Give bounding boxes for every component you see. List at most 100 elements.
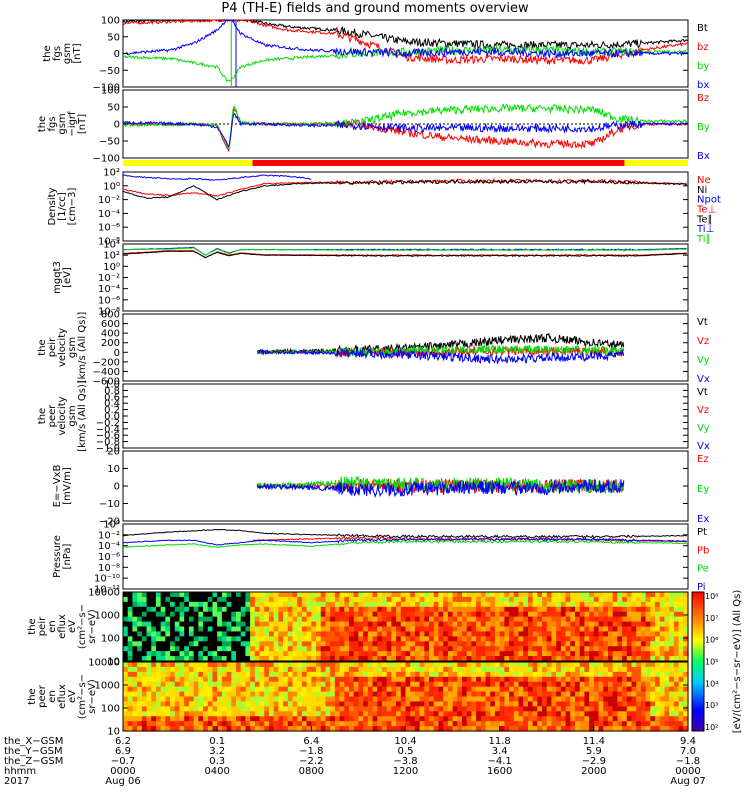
spectrogram-cell <box>405 596 411 603</box>
spectrogram-cell <box>509 686 515 693</box>
spectrogram-cell <box>363 631 369 637</box>
spectrogram-cell <box>381 711 388 717</box>
spectrogram-cell <box>212 651 218 657</box>
spectrogram-cell <box>221 726 228 732</box>
spectrogram-cell <box>320 701 327 707</box>
spectrogram-cell <box>221 706 228 712</box>
spectrogram-cell <box>236 651 242 657</box>
spectrogram-cell <box>353 601 360 608</box>
spectrogram-cell <box>179 701 185 707</box>
spectrogram-cell <box>636 666 642 673</box>
spectrogram-cell <box>268 666 275 673</box>
spectrogram-cell <box>650 626 656 633</box>
spectrogram-cell <box>391 611 397 618</box>
y-axis-label: [mV/m] <box>62 467 73 505</box>
spectrogram-cell <box>556 666 562 673</box>
spectrogram-cell <box>499 666 505 673</box>
spectrogram-cell <box>650 621 656 628</box>
spectrogram-cell <box>198 706 204 712</box>
spectrogram-cell <box>386 636 392 642</box>
spectrogram-cell <box>438 596 444 603</box>
spectrogram-cell <box>433 676 440 683</box>
spectrogram-cell <box>433 681 440 688</box>
spectrogram-cell <box>565 611 571 618</box>
spectrogram-cell <box>207 721 214 727</box>
spectrogram-cell <box>221 636 228 642</box>
spectrogram-cell <box>669 706 675 712</box>
spectrogram-cell <box>311 646 317 652</box>
spectrogram-cell <box>386 606 392 613</box>
spectrogram-cell <box>462 711 468 717</box>
spectrogram-cell <box>123 706 129 712</box>
spectrogram-cell <box>344 656 350 662</box>
spectrogram-cell <box>414 596 421 603</box>
spectrogram-cell <box>170 671 176 678</box>
spectrogram-cell <box>513 662 520 668</box>
colorbar <box>691 591 705 732</box>
spectrogram-cell <box>471 592 477 598</box>
spectrogram-cell <box>631 621 637 628</box>
spectrogram-cell <box>631 631 637 637</box>
spectrogram-cell <box>301 662 308 668</box>
spectrogram-cell <box>490 721 496 727</box>
spectrogram-cell <box>320 681 327 688</box>
spectrogram-cell <box>542 721 548 727</box>
spectrogram-cell <box>339 671 345 678</box>
spectrogram-cell <box>264 592 270 598</box>
spectrogram-cell <box>589 606 595 613</box>
spectrogram-cell <box>155 592 162 598</box>
spectrogram-cell <box>556 606 562 613</box>
spectrogram-cell <box>264 596 270 603</box>
spectrogram-cell <box>339 681 345 688</box>
spectrogram-cell <box>551 611 557 618</box>
spectrogram-cell <box>221 621 228 628</box>
spectrogram-cell <box>593 662 600 668</box>
spectrogram-cell <box>311 691 317 698</box>
spectrogram-cell <box>259 651 265 657</box>
spectrogram-cell <box>240 711 247 717</box>
spectrogram-cell <box>236 666 242 673</box>
spectrogram-cell <box>593 631 600 637</box>
y-tick-label: 10000 <box>88 658 120 669</box>
spectrogram-cell <box>259 592 265 598</box>
spectrogram-cell <box>523 621 529 628</box>
spectrogram-cell <box>273 621 279 628</box>
spectrogram-cell <box>551 656 557 662</box>
spectrogram-cell <box>325 696 331 703</box>
spectrogram-cell <box>386 726 392 732</box>
spectrogram-cell <box>320 596 327 603</box>
spectrogram-cell <box>254 671 261 678</box>
spectrogram-cell <box>480 706 487 712</box>
spectrogram-cell <box>231 662 237 668</box>
spectrogram-cell <box>669 671 675 678</box>
spectrogram-cell <box>471 701 477 707</box>
spectrogram-cell <box>513 641 520 647</box>
spectrogram-cell <box>438 676 444 683</box>
spectrogram-cell <box>207 681 214 688</box>
spectrogram-cell <box>363 711 369 717</box>
spectrogram-cell <box>584 606 590 613</box>
spectrogram-cell <box>358 701 364 707</box>
spectrogram-cell <box>607 706 614 712</box>
spectrogram-cell <box>424 621 430 628</box>
spectrogram-cell <box>287 631 294 637</box>
spectrogram-cell <box>607 662 614 668</box>
spectrogram-cell <box>494 646 501 652</box>
spectrogram-cell <box>410 596 416 603</box>
spectrogram-cell <box>396 646 402 652</box>
spectrogram-cell <box>146 611 152 618</box>
spectrogram-cell <box>184 616 190 623</box>
spectrogram-cell <box>575 676 581 683</box>
spectrogram-cell <box>273 636 279 642</box>
spectrogram-cell <box>316 666 322 673</box>
spectrogram-cell <box>151 726 157 732</box>
spectrogram-cell <box>593 611 600 618</box>
spectrogram-cell <box>363 641 369 647</box>
spectrogram-cell <box>452 596 458 603</box>
spectrogram-cell <box>683 616 689 623</box>
spectrogram-cell <box>198 611 204 618</box>
spectrogram-cell <box>363 601 369 608</box>
spectrogram-cell <box>132 681 138 688</box>
spectrogram-cell <box>400 641 407 647</box>
spectrogram-cell <box>325 711 331 717</box>
